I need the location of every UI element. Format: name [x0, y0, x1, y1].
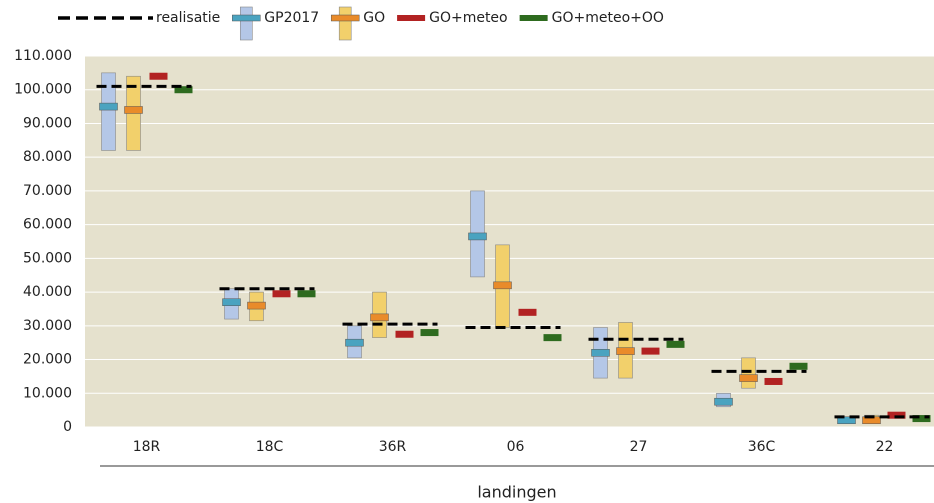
- marker: [837, 416, 856, 425]
- marker: [395, 330, 414, 338]
- range-box: [101, 72, 116, 151]
- x-tick-label: 18C: [256, 439, 284, 455]
- marker: [912, 415, 931, 423]
- x-tick-label: 36R: [379, 439, 407, 455]
- x-tick-label: 18R: [133, 439, 161, 455]
- legend-swatch: [330, 14, 360, 22]
- legend-label: GO+meteo: [429, 10, 508, 26]
- marker: [370, 313, 389, 322]
- marker: [493, 281, 512, 290]
- marker: [518, 308, 537, 316]
- legend-swatch: [338, 6, 352, 41]
- marker: [591, 349, 610, 357]
- marker: [468, 232, 487, 241]
- marker: [714, 397, 733, 406]
- y-tick-label: 100.000: [14, 82, 72, 98]
- marker: [149, 72, 168, 80]
- plot-area: [85, 56, 934, 427]
- y-tick-label: 60.000: [23, 217, 72, 233]
- y-tick-label: 30.000: [23, 318, 72, 334]
- legend-label: GO+meteo+OO: [552, 10, 664, 26]
- x-tick-label: 27: [630, 439, 648, 455]
- marker: [174, 86, 193, 94]
- marker: [764, 377, 783, 385]
- y-tick-label: 90.000: [23, 115, 72, 131]
- legend-swatch: [239, 6, 253, 41]
- y-tick-label: 50.000: [23, 250, 72, 266]
- marker: [272, 290, 291, 298]
- marker: [222, 298, 241, 306]
- marker: [739, 374, 758, 382]
- marker: [124, 106, 143, 114]
- legend-label: realisatie: [156, 10, 220, 26]
- legend-swatch: [397, 15, 426, 21]
- x-tick-label: 36C: [748, 439, 776, 455]
- legend-swatch: [519, 15, 548, 21]
- y-tick-label: 70.000: [23, 183, 72, 199]
- x-axis-label: landingen: [477, 483, 556, 502]
- y-tick-label: 10.000: [23, 385, 72, 401]
- x-tick-label: 06: [507, 439, 525, 455]
- marker: [99, 102, 118, 111]
- legend-label: GO: [363, 10, 385, 26]
- y-tick-label: 110.000: [14, 48, 72, 64]
- marker: [543, 334, 562, 342]
- marker: [616, 347, 635, 355]
- range-box: [741, 357, 756, 389]
- y-tick-label: 80.000: [23, 149, 72, 165]
- x-tick-label: 22: [876, 439, 894, 455]
- legend-label: GP2017: [264, 10, 319, 26]
- marker: [789, 362, 808, 370]
- marker: [666, 340, 685, 348]
- marker: [887, 411, 906, 419]
- y-tick-label: 0: [63, 419, 72, 435]
- marker: [641, 347, 660, 355]
- marker: [420, 329, 439, 337]
- marker: [247, 301, 266, 310]
- y-tick-label: 40.000: [23, 284, 72, 300]
- legend-swatch: [232, 14, 261, 22]
- marker: [297, 290, 316, 298]
- marker: [345, 338, 364, 347]
- y-tick-label: 20.000: [23, 352, 72, 368]
